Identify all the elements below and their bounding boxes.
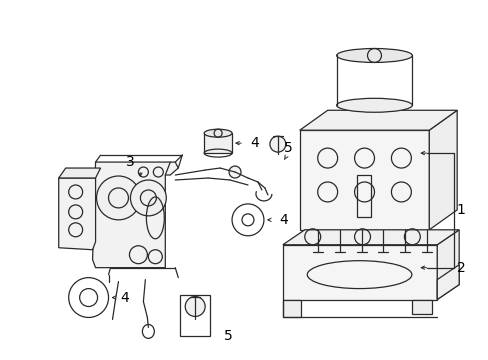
Circle shape: [269, 136, 285, 152]
Polygon shape: [436, 230, 458, 300]
Circle shape: [148, 250, 162, 264]
Ellipse shape: [336, 49, 411, 62]
Circle shape: [228, 166, 241, 178]
Bar: [282, 245, 436, 300]
Circle shape: [129, 246, 147, 264]
Bar: [356, 175, 370, 217]
Text: 2: 2: [456, 261, 465, 275]
Polygon shape: [436, 265, 458, 300]
Text: 4: 4: [120, 291, 128, 305]
Bar: [299, 130, 428, 230]
Bar: [203, 133, 232, 153]
Circle shape: [96, 176, 140, 220]
Text: 4: 4: [279, 213, 287, 227]
Text: 1: 1: [456, 203, 465, 217]
Bar: [180, 294, 210, 336]
Polygon shape: [411, 300, 431, 315]
Text: 3: 3: [126, 155, 135, 169]
Ellipse shape: [203, 129, 232, 137]
Polygon shape: [59, 178, 95, 250]
Text: 5: 5: [223, 329, 232, 343]
Text: 4: 4: [250, 136, 259, 150]
Polygon shape: [299, 110, 456, 130]
Circle shape: [185, 297, 205, 316]
Text: 5: 5: [283, 141, 292, 155]
Polygon shape: [282, 230, 458, 245]
Polygon shape: [59, 168, 101, 178]
Polygon shape: [428, 110, 456, 230]
Polygon shape: [92, 162, 178, 268]
Polygon shape: [282, 300, 300, 318]
Circle shape: [130, 180, 166, 216]
Ellipse shape: [336, 98, 411, 112]
